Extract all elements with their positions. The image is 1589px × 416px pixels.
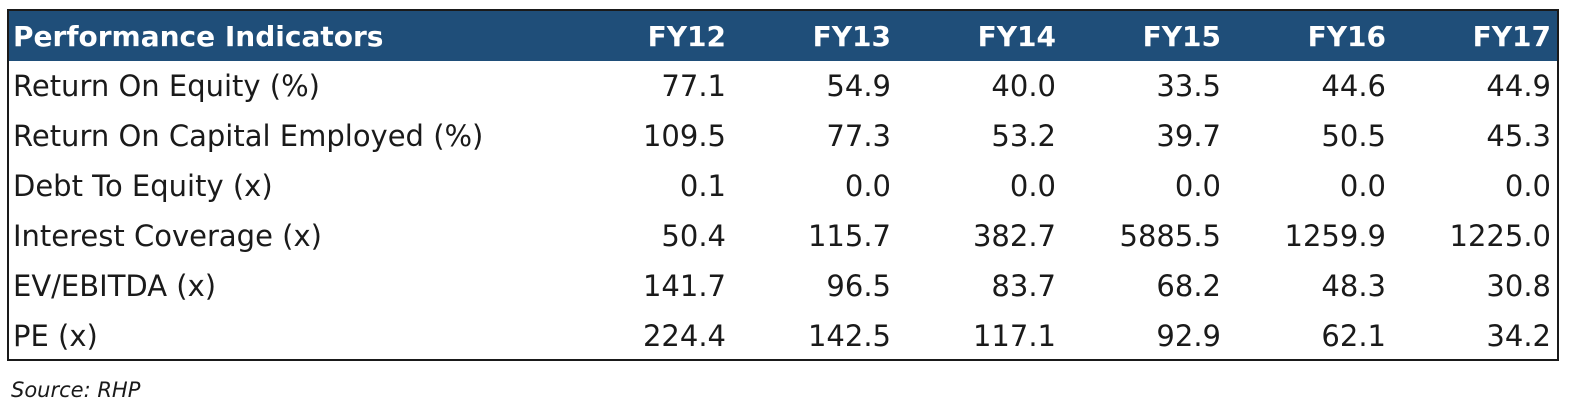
row-value: 83.7 — [991, 269, 1056, 303]
row-value: 1259.9 — [1284, 219, 1386, 253]
row-value: 382.7 — [972, 219, 1056, 253]
row-value: 0.0 — [844, 169, 891, 203]
row-value: 40.0 — [991, 69, 1056, 103]
row-value: 92.9 — [1156, 319, 1221, 353]
row-value: 0.0 — [1339, 169, 1386, 203]
table-row: Return On Equity (%) 77.1 54.9 40.0 33.5… — [9, 61, 1557, 111]
row-value: 117.1 — [972, 319, 1056, 353]
row-label: Debt To Equity (x) — [13, 169, 273, 203]
row-value: 39.7 — [1156, 119, 1221, 153]
table-row: EV/EBITDA (x) 141.7 96.5 83.7 68.2 48.3 … — [9, 261, 1557, 311]
row-value: 77.1 — [661, 69, 726, 103]
row-value: 224.4 — [642, 319, 726, 353]
row-value: 62.1 — [1321, 319, 1386, 353]
row-value: 33.5 — [1156, 69, 1221, 103]
source-note: Source: RHP — [11, 378, 141, 402]
performance-indicators-table-frame: Performance Indicators FY12 FY13 FY14 FY… — [7, 9, 1559, 361]
row-label: Return On Equity (%) — [13, 69, 320, 103]
row-value: 44.9 — [1486, 69, 1551, 103]
row-value: 0.0 — [1504, 169, 1551, 203]
row-value: 1225.0 — [1449, 219, 1551, 253]
header-year: FY14 — [977, 19, 1056, 53]
row-value: 96.5 — [826, 269, 891, 303]
row-value: 77.3 — [826, 119, 891, 153]
row-label: PE (x) — [13, 319, 98, 353]
row-value: 0.0 — [1009, 169, 1056, 203]
row-value: 115.7 — [807, 219, 891, 253]
row-value: 34.2 — [1486, 319, 1551, 353]
performance-indicators-table: Performance Indicators FY12 FY13 FY14 FY… — [9, 11, 1557, 359]
row-value: 0.0 — [1174, 169, 1221, 203]
row-value: 45.3 — [1486, 119, 1551, 153]
row-value: 30.8 — [1486, 269, 1551, 303]
row-value: 0.1 — [679, 169, 726, 203]
row-value: 142.5 — [807, 319, 891, 353]
row-value: 54.9 — [826, 69, 891, 103]
header-year: FY17 — [1472, 19, 1551, 53]
header-label: Performance Indicators — [13, 19, 384, 53]
table-row: Debt To Equity (x) 0.1 0.0 0.0 0.0 0.0 0… — [9, 161, 1557, 211]
row-value: 68.2 — [1156, 269, 1221, 303]
header-year: FY12 — [647, 19, 726, 53]
header-year: FY15 — [1142, 19, 1221, 53]
header-year: FY13 — [812, 19, 891, 53]
table-row: Return On Capital Employed (%) 109.5 77.… — [9, 111, 1557, 161]
header-year: FY16 — [1307, 19, 1386, 53]
row-value: 109.5 — [642, 119, 726, 153]
row-value: 5885.5 — [1119, 219, 1221, 253]
row-value: 53.2 — [991, 119, 1056, 153]
row-value: 50.4 — [661, 219, 726, 253]
row-value: 44.6 — [1321, 69, 1386, 103]
row-value: 141.7 — [642, 269, 726, 303]
row-label: EV/EBITDA (x) — [13, 269, 217, 303]
row-value: 50.5 — [1321, 119, 1386, 153]
table-row: Interest Coverage (x) 50.4 115.7 382.7 5… — [9, 211, 1557, 261]
row-value: 48.3 — [1321, 269, 1386, 303]
table-header-row: Performance Indicators FY12 FY13 FY14 FY… — [9, 11, 1557, 61]
row-label: Return On Capital Employed (%) — [13, 119, 484, 153]
row-label: Interest Coverage (x) — [13, 219, 322, 253]
table-row: PE (x) 224.4 142.5 117.1 92.9 62.1 34.2 — [9, 311, 1557, 359]
